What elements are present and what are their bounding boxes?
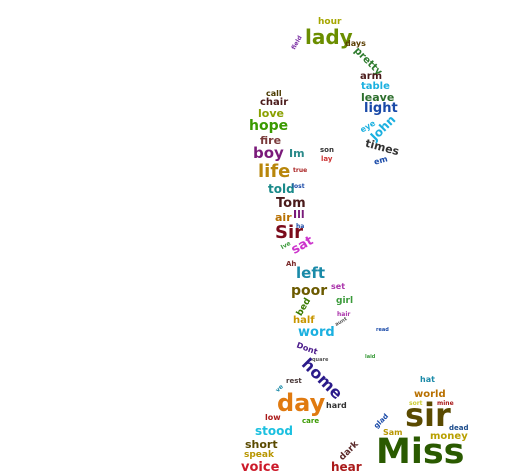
word-son: son [320,146,334,154]
word-ive: Ive [279,239,293,252]
word-set: set [331,282,346,291]
word-sir-caps: Sir [275,222,304,243]
word-call: call [266,89,282,98]
word-rest: rest [286,377,302,385]
word-hear: hear [331,460,362,474]
word-poor: poor [291,283,328,299]
word-field: field [290,34,304,51]
word-sir: sir [405,396,451,434]
word-half: half [293,315,315,326]
word-days: days [345,39,366,48]
word-ha: ha [296,223,305,230]
word-voice: voice [241,460,280,475]
word-hour: hour [318,17,342,27]
word-sort: sort [409,400,423,407]
word-laid: laid [365,354,376,360]
word-arm: arm [360,71,383,82]
word-im: Im [289,147,305,160]
word-lost: lost [292,183,305,190]
word-hope: hope [249,118,289,134]
word-tom: Tom [276,196,306,211]
word-girl: girl [336,296,354,306]
word-stood: stood [255,424,293,438]
word-hair: hair [337,311,351,318]
word-word: word [298,325,335,340]
word-sam: Sam [383,428,403,437]
word-left: left [296,264,326,282]
word-money: money [430,431,468,442]
word-hat: hat [420,375,435,384]
word-care: care [302,417,320,425]
word-world: world [414,389,446,400]
word-love: love [258,107,284,120]
word-dont: Dont [295,340,319,357]
word-low: low [265,413,281,422]
word-aunt: aunt [334,316,349,328]
word-chair: chair [260,97,289,108]
word-day: day [277,389,326,417]
word-leave: leave [361,91,395,104]
word-read: read [376,327,389,333]
word-miss: Miss [376,432,465,472]
word-fire: fire [260,134,282,147]
word-hard: hard [326,401,347,410]
word-speak: speak [244,450,274,460]
word-light: light [364,101,398,116]
word-life: life [258,161,291,182]
word-table: table [361,81,390,92]
word-true: true [293,167,308,174]
word-boy: boy [253,144,284,162]
word-lady: lady [305,25,353,49]
word-ill: Ill [293,208,305,221]
word-told: told [268,182,295,196]
word-em: em [372,154,389,167]
word-air: air [275,211,292,224]
word-short: short [245,438,278,451]
word-dead: dead [449,424,469,432]
word-mine: mine [437,400,454,407]
word-lay: lay [321,155,333,163]
word-square: square [309,357,329,363]
word-ah: Ah [286,260,297,268]
